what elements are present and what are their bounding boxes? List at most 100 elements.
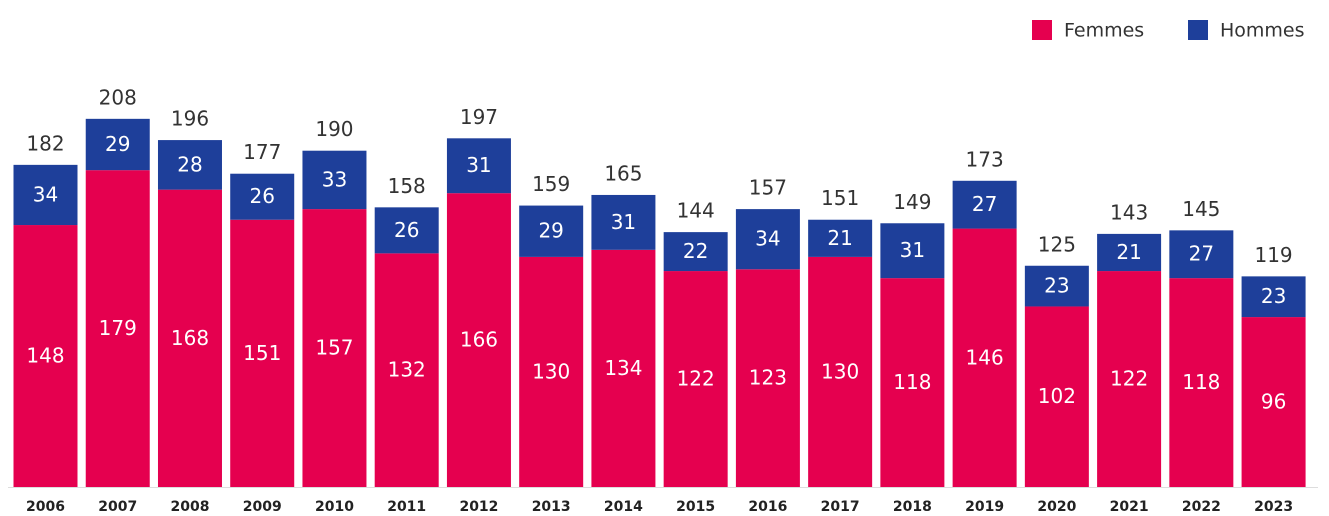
- segment-label: 102: [1038, 384, 1076, 408]
- segment-label: 34: [33, 182, 58, 206]
- total-label: 119: [1254, 243, 1292, 267]
- segment-label: 21: [1116, 240, 1141, 264]
- bar-segment: [591, 194, 656, 250]
- segment-label: 23: [1044, 274, 1069, 298]
- legend-label: Femmes: [1064, 20, 1144, 42]
- legend-swatch: [1032, 20, 1052, 40]
- total-label: 149: [893, 190, 931, 214]
- segment-label: 31: [611, 210, 636, 234]
- x-tick-label: 2018: [893, 499, 932, 515]
- x-tick-label: 2009: [243, 499, 282, 515]
- x-tick-label: 2016: [748, 499, 787, 515]
- bar-segment: [1241, 317, 1306, 487]
- bar-segment: [157, 140, 222, 190]
- total-label: 151: [821, 186, 859, 210]
- total-label: 125: [1038, 232, 1076, 256]
- bar-segment: [1169, 278, 1234, 487]
- segment-label: 148: [26, 344, 64, 368]
- segment-label: 146: [966, 345, 1004, 369]
- segment-label: 26: [249, 184, 274, 208]
- x-tick-label: 2014: [604, 499, 643, 515]
- total-label: 145: [1182, 197, 1220, 221]
- bar-segment: [230, 173, 295, 220]
- total-label: 157: [749, 176, 787, 200]
- x-tick-label: 2023: [1254, 499, 1293, 515]
- segment-label: 29: [105, 132, 130, 156]
- bar-segment: [663, 232, 728, 272]
- total-label: 159: [532, 172, 570, 196]
- segment-label: 134: [604, 356, 642, 380]
- bar-segment: [735, 209, 800, 270]
- bar-segment: [1024, 306, 1089, 487]
- bar-segment: [302, 150, 367, 210]
- bar-segment: [1024, 265, 1089, 307]
- segment-label: 168: [171, 326, 209, 350]
- x-tick-label: 2008: [170, 499, 209, 515]
- total-label: 144: [677, 199, 715, 223]
- bar-segment: [952, 228, 1017, 487]
- x-tick-label: 2011: [387, 499, 426, 515]
- x-tick-label: 2015: [676, 499, 715, 515]
- x-tick-label: 2017: [821, 499, 860, 515]
- total-label: 143: [1110, 200, 1148, 224]
- bar-segment: [663, 271, 728, 487]
- segment-label: 122: [1110, 367, 1148, 391]
- total-label: 165: [604, 161, 642, 185]
- total-label: 190: [315, 117, 353, 141]
- segment-label: 122: [677, 367, 715, 391]
- bar-segment: [735, 269, 800, 487]
- segment-label: 179: [99, 316, 137, 340]
- segment-label: 28: [177, 152, 202, 176]
- segment-label: 34: [755, 227, 780, 251]
- bar-segment: [13, 225, 78, 488]
- bar-segment: [157, 189, 222, 487]
- bar-segment: [591, 249, 656, 487]
- bar-segment: [880, 278, 945, 487]
- segment-label: 22: [683, 239, 708, 263]
- bar-segment: [302, 209, 367, 488]
- bar-segment: [880, 223, 945, 279]
- x-tick-label: 2006: [26, 499, 65, 515]
- segment-label: 27: [1189, 242, 1214, 266]
- x-tick-label: 2021: [1110, 499, 1149, 515]
- segment-label: 31: [466, 153, 491, 177]
- bar-segment: [952, 180, 1017, 229]
- bar-segment: [446, 138, 511, 194]
- total-label: 158: [388, 174, 426, 198]
- bar-segment: [519, 205, 584, 257]
- segment-label: 23: [1261, 284, 1286, 308]
- segment-label: 151: [243, 341, 281, 365]
- bar-segment: [374, 253, 439, 487]
- segment-label: 166: [460, 328, 498, 352]
- segment-label: 118: [1182, 370, 1220, 394]
- segment-label: 31: [900, 238, 925, 262]
- bar-segment: [85, 118, 150, 171]
- bar-segment: [374, 207, 439, 254]
- bar-segment: [1241, 276, 1306, 318]
- segment-label: 33: [322, 167, 347, 191]
- legend-swatch: [1188, 20, 1208, 40]
- bar-segment: [13, 164, 78, 226]
- bar-segment: [1097, 271, 1162, 487]
- segment-label: 157: [315, 336, 353, 360]
- bar-segment: [808, 219, 873, 257]
- x-tick-label: 2019: [965, 499, 1004, 515]
- segment-label: 130: [821, 359, 859, 383]
- x-tick-label: 2022: [1182, 499, 1221, 515]
- segment-label: 29: [538, 219, 563, 243]
- total-label: 196: [171, 107, 209, 131]
- segment-label: 123: [749, 366, 787, 390]
- segment-label: 96: [1261, 390, 1286, 414]
- segment-label: 130: [532, 359, 570, 383]
- total-label: 173: [966, 147, 1004, 171]
- bar-segment: [519, 256, 584, 487]
- bar-segment: [1169, 230, 1234, 279]
- bar-segment: [85, 170, 150, 488]
- total-label: 177: [243, 140, 281, 164]
- total-label: 208: [99, 85, 137, 109]
- segment-label: 118: [893, 370, 931, 394]
- x-tick-label: 2010: [315, 499, 354, 515]
- x-tick-label: 2020: [1037, 499, 1076, 515]
- segment-label: 21: [827, 226, 852, 250]
